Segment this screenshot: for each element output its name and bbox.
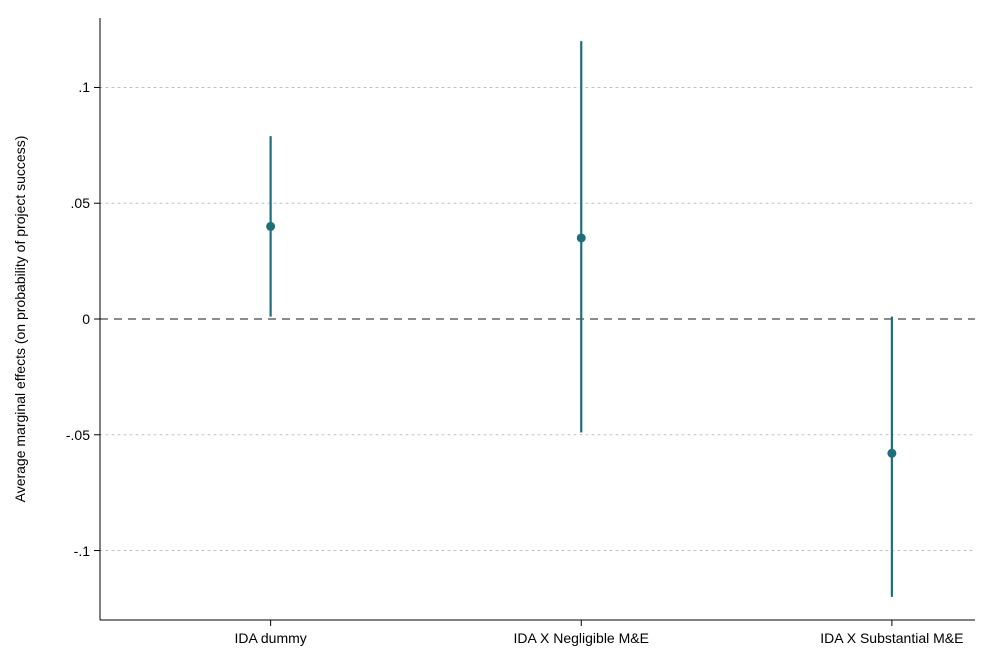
chart-container: Average marginal effects (on probability… [0, 0, 1000, 667]
y-tick-label: .1 [78, 79, 90, 95]
x-tick-label: IDA X Substantial M&E [820, 630, 963, 646]
y-tick-label: -.1 [74, 543, 90, 559]
y-tick-label: 0 [82, 311, 90, 327]
x-tick-label: IDA dummy [234, 630, 306, 646]
y-tick-label: .05 [71, 195, 90, 211]
y-tick-label: -.05 [66, 427, 90, 443]
y-axis-label: Average marginal effects (on probability… [12, 136, 28, 503]
x-tick-label: IDA X Negligible M&E [514, 630, 649, 646]
chart-svg [0, 0, 1000, 667]
